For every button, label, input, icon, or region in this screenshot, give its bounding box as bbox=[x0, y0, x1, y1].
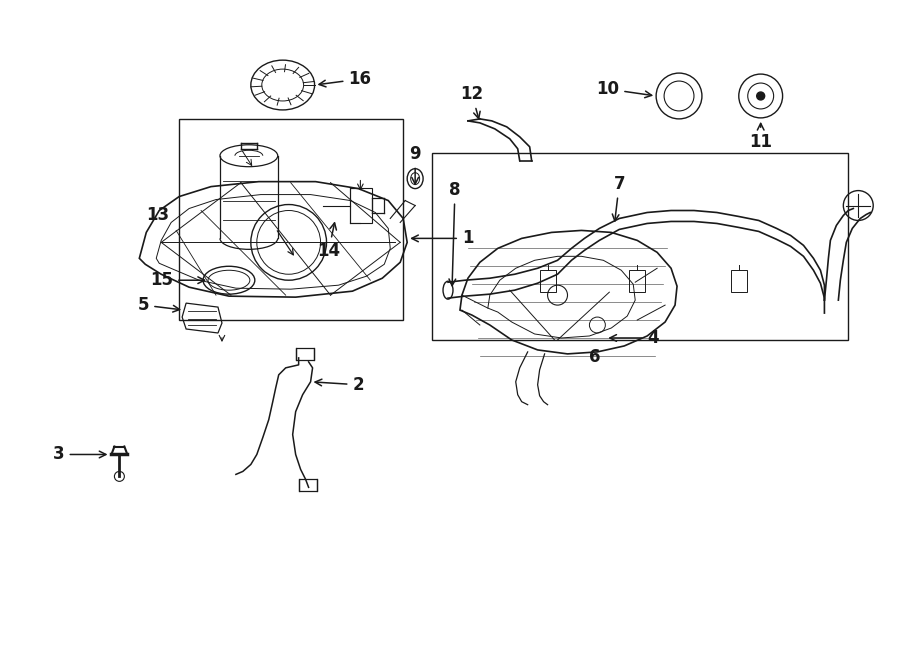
Bar bbox=[540, 270, 555, 292]
Text: 1: 1 bbox=[411, 229, 473, 247]
Text: 16: 16 bbox=[319, 70, 372, 88]
Text: 7: 7 bbox=[612, 175, 625, 221]
Text: 13: 13 bbox=[146, 206, 169, 225]
Bar bbox=[296, 348, 313, 360]
Text: 6: 6 bbox=[589, 348, 600, 366]
Text: 4: 4 bbox=[610, 329, 659, 347]
Text: 3: 3 bbox=[53, 446, 106, 463]
Text: 11: 11 bbox=[749, 124, 772, 151]
Text: 5: 5 bbox=[138, 296, 180, 314]
Bar bbox=[629, 270, 645, 292]
Text: 9: 9 bbox=[410, 145, 421, 184]
Bar bbox=[350, 188, 373, 223]
Bar bbox=[179, 119, 403, 320]
Text: 15: 15 bbox=[150, 271, 204, 290]
Bar bbox=[432, 153, 849, 340]
Bar bbox=[731, 270, 747, 292]
Text: 14: 14 bbox=[317, 223, 340, 260]
Circle shape bbox=[757, 92, 765, 100]
Text: 8: 8 bbox=[449, 180, 461, 286]
Text: 12: 12 bbox=[460, 85, 483, 118]
Text: 10: 10 bbox=[597, 80, 652, 98]
Bar bbox=[299, 479, 317, 491]
Text: 2: 2 bbox=[315, 375, 364, 394]
